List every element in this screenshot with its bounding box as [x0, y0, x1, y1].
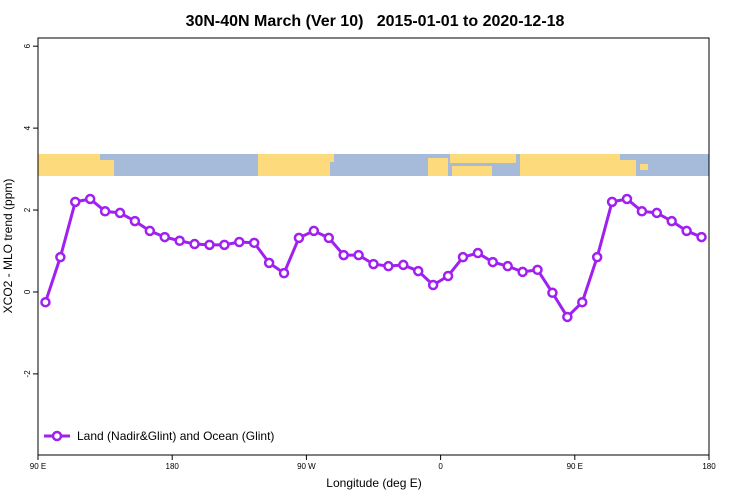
data-point	[263, 257, 275, 269]
data-point	[621, 193, 633, 205]
x-tick-label: 90 E	[567, 462, 583, 471]
data-point	[353, 249, 364, 261]
data-point	[308, 225, 320, 237]
data-point	[651, 207, 663, 219]
data-point	[323, 232, 335, 244]
data-point	[457, 251, 469, 263]
data-point	[487, 256, 499, 268]
y-tick-label: 6	[23, 43, 32, 48]
data-point	[383, 260, 394, 272]
data-point	[562, 311, 573, 323]
data-point	[502, 260, 513, 272]
data-point	[129, 215, 141, 227]
data-point	[84, 193, 96, 205]
y-tick-label: -2	[23, 370, 32, 378]
data-point	[427, 279, 439, 291]
series-line	[44, 197, 703, 320]
data-point	[219, 239, 230, 251]
data-point	[174, 235, 185, 247]
data-point	[55, 251, 66, 263]
data-point	[696, 231, 707, 243]
data-point	[398, 259, 409, 271]
legend-label: Land (Nadir&Glint) and Ocean (Glint)	[77, 429, 274, 443]
data-point	[368, 258, 379, 270]
data-point	[144, 225, 156, 237]
data-point	[547, 287, 558, 299]
data-point	[234, 236, 245, 248]
data-point	[159, 231, 170, 243]
data-point	[442, 270, 454, 282]
data-point	[532, 264, 543, 276]
data-point	[636, 206, 648, 217]
map-strip	[38, 154, 709, 176]
legend-swatch-marker	[51, 430, 63, 442]
data-point	[591, 251, 603, 263]
data-point	[99, 206, 111, 217]
plot-frame	[37, 37, 710, 456]
y-axis-label: XCO2 - MLO trend (ppm)	[1, 179, 15, 314]
data-point	[472, 247, 484, 259]
data-point	[517, 266, 528, 278]
data-point	[293, 232, 305, 244]
data-point	[412, 265, 424, 277]
data-point	[114, 207, 126, 219]
x-tick-label: 90 W	[297, 462, 316, 471]
y-tick-label: 4	[23, 125, 32, 130]
data-point	[681, 225, 692, 237]
data-point	[577, 296, 588, 308]
y-tick-label: 0	[23, 289, 32, 294]
data-point	[606, 196, 618, 208]
data-point	[666, 215, 677, 227]
data-point	[204, 239, 215, 251]
x-axis-label: Longitude (deg E)	[326, 476, 421, 490]
x-tick-label: 180	[702, 462, 716, 471]
data-point	[338, 249, 349, 261]
x-tick-label: 90 E	[30, 462, 46, 471]
data-point	[70, 196, 81, 208]
data-point	[278, 267, 290, 279]
data-point	[40, 296, 51, 308]
data-point	[189, 238, 200, 250]
data-point	[248, 237, 260, 249]
x-tick-label: 0	[438, 462, 443, 471]
x-tick-label: 180	[166, 462, 180, 471]
y-tick-label: 2	[23, 207, 32, 212]
chart-title: 30N-40N March (Ver 10) 2015-01-01 to 202…	[186, 13, 565, 30]
